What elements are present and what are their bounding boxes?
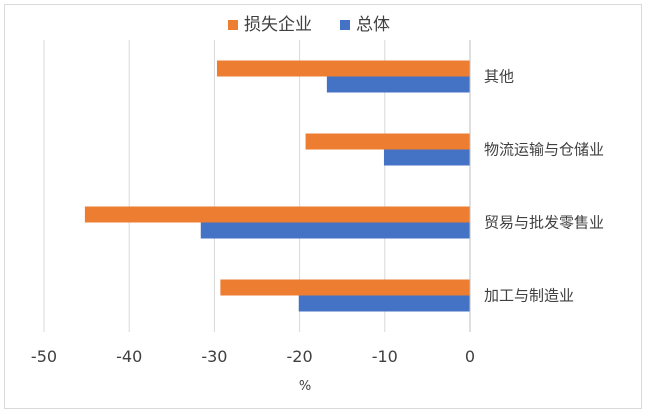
bar-loss-0 [216, 60, 470, 77]
bar-loss-1 [305, 133, 470, 150]
bar-overall-3 [298, 295, 470, 312]
bar-overall-0 [326, 76, 470, 93]
bar-loss-3 [220, 279, 470, 296]
x-tick-label: 0 [465, 347, 475, 366]
bar-loss-2 [84, 206, 470, 223]
x-tick-label: -20 [287, 347, 313, 366]
category-label: 物流运输与仓储业 [484, 141, 604, 159]
bar-overall-1 [383, 149, 470, 166]
legend-swatch-loss [228, 20, 238, 30]
x-tick-label: -40 [116, 347, 142, 366]
category-label: 加工与制造业 [484, 287, 574, 305]
chart-border [4, 4, 642, 409]
x-tick-label: -50 [31, 347, 57, 366]
legend-swatch-overall [340, 20, 350, 30]
legend-label-loss: 损失企业 [244, 15, 312, 35]
bar-overall-2 [200, 222, 470, 239]
legend-label-overall: 总体 [356, 15, 390, 35]
x-tick-label: -10 [372, 347, 398, 366]
category-label: 贸易与批发零售业 [484, 214, 604, 232]
category-label: 其他 [484, 68, 514, 86]
x-axis-label: % [299, 379, 311, 394]
x-tick-label: -30 [201, 347, 227, 366]
